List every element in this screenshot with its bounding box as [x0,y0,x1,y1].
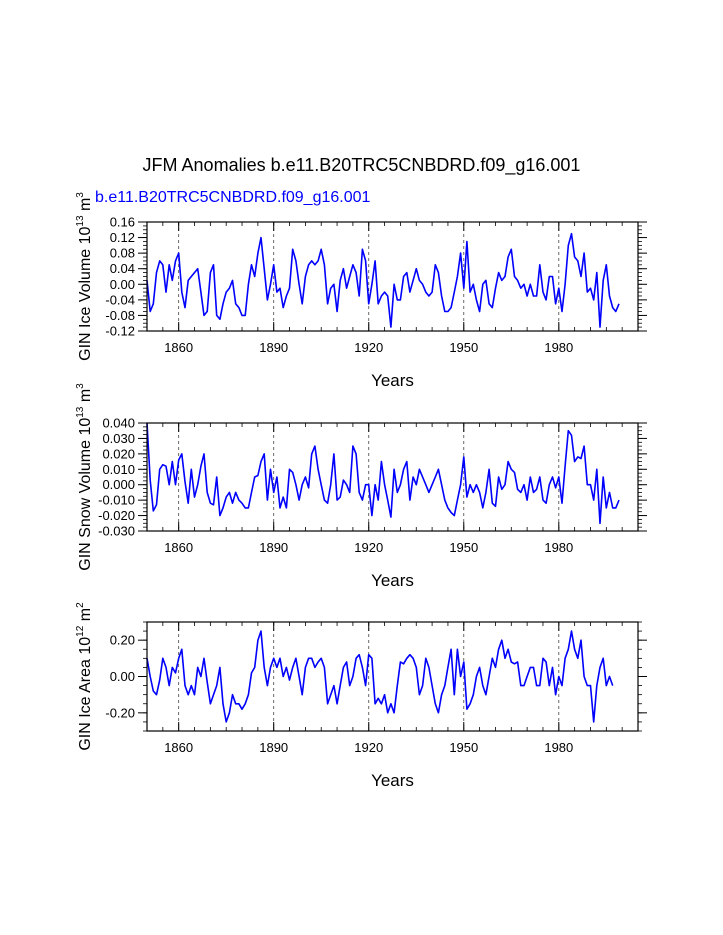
panel-2: 1860 1890 1920 1950 1980-0.030-0.020-0.0100.… [75,383,647,590]
y-axis-label: GIN Snow Volume 1013 m3 [75,383,94,571]
x-tick-label: 1920 [354,540,383,555]
y-tick-label: 0.000 [102,477,135,492]
panel-3: 1860 1890 1920 1950 1980 -0.20 0.00 0.20 Years GI… [75,602,647,790]
y-tick-label: -0.08 [105,308,135,323]
y-tick-label: -0.020 [98,508,135,523]
x-tick-label: 1950 [449,340,478,355]
x-tick-label: 1860 [164,740,193,755]
x-tick-label: 1860 [164,540,193,555]
y-tick-label: 0.040 [102,416,135,431]
plot-frame [146,422,639,532]
y-tick-label: 0.00 [110,669,135,684]
y-axis-label: GIN Ice Area 1012 m2 [75,602,94,751]
x-axis-label: Years [371,371,414,390]
y-tick-label: 0.00 [110,277,135,292]
x-tick-label: 1860 [164,340,193,355]
series-line [146,232,620,328]
y-axis-label-unit-exp: 3 [75,383,86,389]
panel-1: 1860 1890 1920 1950 1980-0.12-0.08-0.040.000… [75,192,647,390]
y-axis-label-main: GIN Snow Volume 10 [77,418,94,571]
x-tick-label: 1980 [544,740,573,755]
y-tick-label: 0.030 [102,431,135,446]
series-line [146,630,614,723]
y-tick-label: -0.030 [98,524,135,539]
x-axis-label: Years [371,571,414,590]
y-tick-label: 0.20 [110,633,135,648]
x-tick-label: 1980 [544,340,573,355]
y-axis-label: GIN Ice Volume 1013 m3 [75,192,94,361]
y-tick-label: 0.04 [110,261,135,276]
y-axis-label-unit: m [77,389,94,407]
x-tick-label: 1950 [449,740,478,755]
figure-subtitle: b.e11.B20TRC5CNBDRD.f09_g16.001 [95,189,371,206]
x-tick-label: 1950 [449,540,478,555]
plot-frame [146,221,639,332]
y-tick-label: -0.20 [105,705,135,720]
x-axis-label: Years [371,771,414,790]
x-tick-label: 1890 [259,340,288,355]
y-tick-label: 0.010 [102,462,135,477]
x-tick-label: 1890 [259,740,288,755]
figure-title: JFM Anomalies b.e11.B20TRC5CNBDRD.f09_g1… [142,155,581,175]
y-tick-label: 0.12 [110,230,135,245]
y-axis-label-main: GIN Ice Volume 10 [77,226,94,360]
y-axis-label-unit: m [77,198,94,216]
y-tick-label: 0.16 [110,215,135,230]
series-line [146,422,620,525]
y-axis-label-exp: 13 [75,215,86,227]
y-tick-label: -0.12 [105,324,135,339]
y-tick-label: -0.010 [98,493,135,508]
x-tick-label: 1980 [544,540,573,555]
plot-frame [146,621,639,732]
y-axis-label-exp: 12 [75,625,86,637]
y-axis-label-unit: m [77,608,94,626]
x-tick-label: 1920 [354,340,383,355]
x-tick-label: 1920 [354,740,383,755]
y-axis-label-unit-exp: 2 [75,602,86,608]
y-tick-label: 0.020 [102,446,135,461]
y-axis-label-exp: 13 [75,406,86,418]
y-axis-label-unit-exp: 3 [75,192,86,198]
x-tick-label: 1890 [259,540,288,555]
y-tick-label: 0.08 [110,246,135,261]
y-axis-label-main: GIN Ice Area 10 [77,637,94,751]
y-tick-label: -0.04 [105,292,135,307]
